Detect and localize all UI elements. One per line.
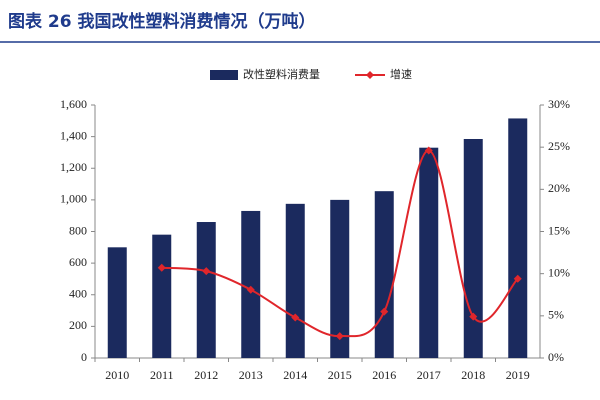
x-tick-label: 2015 xyxy=(328,368,352,382)
line-marker xyxy=(246,285,255,294)
x-tick-label: 2019 xyxy=(506,368,530,382)
bar xyxy=(463,138,483,358)
y-tick-label: 1,000 xyxy=(60,192,87,206)
bar xyxy=(285,203,305,358)
x-tick-label: 2013 xyxy=(239,368,263,382)
bar xyxy=(374,191,394,358)
y2-tick-label: 15% xyxy=(548,223,570,237)
line-marker xyxy=(335,332,344,341)
y-tick-label: 200 xyxy=(69,318,87,332)
bar xyxy=(196,222,216,358)
line-marker xyxy=(202,267,211,276)
x-tick-label: 2017 xyxy=(417,368,441,382)
y2-tick-label: 25% xyxy=(548,139,570,153)
line-marker xyxy=(157,263,166,272)
chart-title: 图表 26 我国改性塑料消费情况（万吨） xyxy=(8,11,316,32)
y-tick-label: 1,200 xyxy=(60,160,87,174)
line-marker xyxy=(291,313,300,322)
y-tick-label: 800 xyxy=(69,223,87,237)
x-tick-label: 2012 xyxy=(194,368,218,382)
x-tick-label: 2014 xyxy=(283,368,307,382)
y2-tick-label: 10% xyxy=(548,265,570,279)
line-marker xyxy=(513,274,522,283)
x-tick-label: 2011 xyxy=(150,368,174,382)
y2-tick-label: 20% xyxy=(548,181,570,195)
legend-swatch xyxy=(210,70,238,80)
legend-swatch xyxy=(366,71,374,79)
y2-tick-label: 30% xyxy=(548,97,570,111)
x-tick-label: 2010 xyxy=(105,368,129,382)
bar xyxy=(419,147,439,358)
y-tick-label: 1,400 xyxy=(60,128,87,142)
y-tick-label: 0 xyxy=(81,350,87,364)
bar xyxy=(241,210,261,358)
bar xyxy=(152,234,172,358)
line-marker xyxy=(469,312,478,321)
legend-label: 增速 xyxy=(390,67,412,81)
bar xyxy=(107,247,127,358)
line xyxy=(161,149,519,338)
x-tick-label: 2018 xyxy=(461,368,485,382)
bar xyxy=(330,199,350,358)
bar xyxy=(508,118,528,358)
line-marker xyxy=(424,146,433,155)
y2-tick-label: 5% xyxy=(548,308,564,322)
y-tick-label: 600 xyxy=(69,255,87,269)
x-tick-label: 2016 xyxy=(372,368,396,382)
legend-label: 改性塑料消费量 xyxy=(243,67,320,81)
y2-tick-label: 0% xyxy=(548,350,564,364)
y-tick-label: 1,600 xyxy=(60,97,87,111)
y-tick-label: 400 xyxy=(69,287,87,301)
line-marker xyxy=(380,307,389,316)
